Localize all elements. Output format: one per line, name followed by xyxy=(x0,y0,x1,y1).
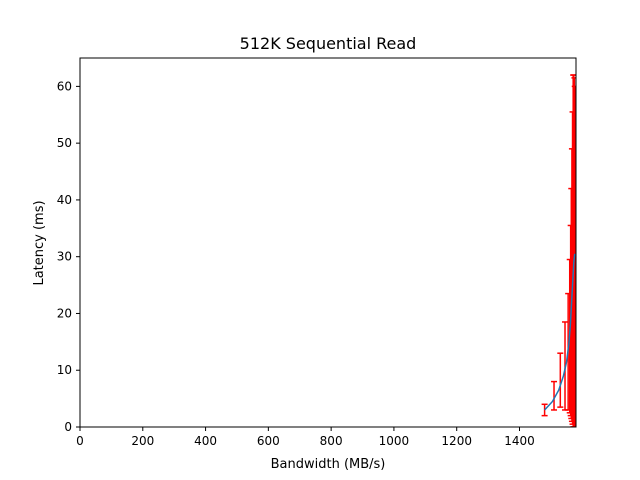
chart-title: 512K Sequential Read xyxy=(240,34,417,53)
axes: 0 200 400 600 800 1000 1200 1400 0 10 20 30 40 50 60 xyxy=(57,57,577,448)
y-axis-label: Latency (ms) xyxy=(32,200,47,285)
x-tick-label: 0 xyxy=(76,434,84,448)
x-tick-label: 1400 xyxy=(504,434,535,448)
y-tick-label: 40 xyxy=(57,193,72,207)
y-tick-label: 50 xyxy=(57,136,72,150)
x-tick-label: 200 xyxy=(131,434,154,448)
series-line-0 xyxy=(544,253,576,411)
y-tick-label: 10 xyxy=(57,363,72,377)
x-tick-label: 1200 xyxy=(441,434,472,448)
errorbar-2 xyxy=(557,352,564,408)
x-tick-label: 400 xyxy=(194,434,217,448)
errorbar-0 xyxy=(541,403,548,417)
plot-area xyxy=(541,74,576,427)
y-tick-label: 0 xyxy=(64,420,72,434)
y-tick-label: 60 xyxy=(57,79,72,93)
x-tick-label: 800 xyxy=(320,434,343,448)
x-tick-label: 600 xyxy=(257,434,280,448)
errorbar-1 xyxy=(551,380,558,411)
x-tick-label: 1000 xyxy=(379,434,410,448)
y-tick-label: 30 xyxy=(57,250,72,264)
axes-frame xyxy=(79,57,577,428)
y-tick-label: 20 xyxy=(57,306,72,320)
x-axis-label: Bandwidth (MB/s) xyxy=(271,457,386,472)
